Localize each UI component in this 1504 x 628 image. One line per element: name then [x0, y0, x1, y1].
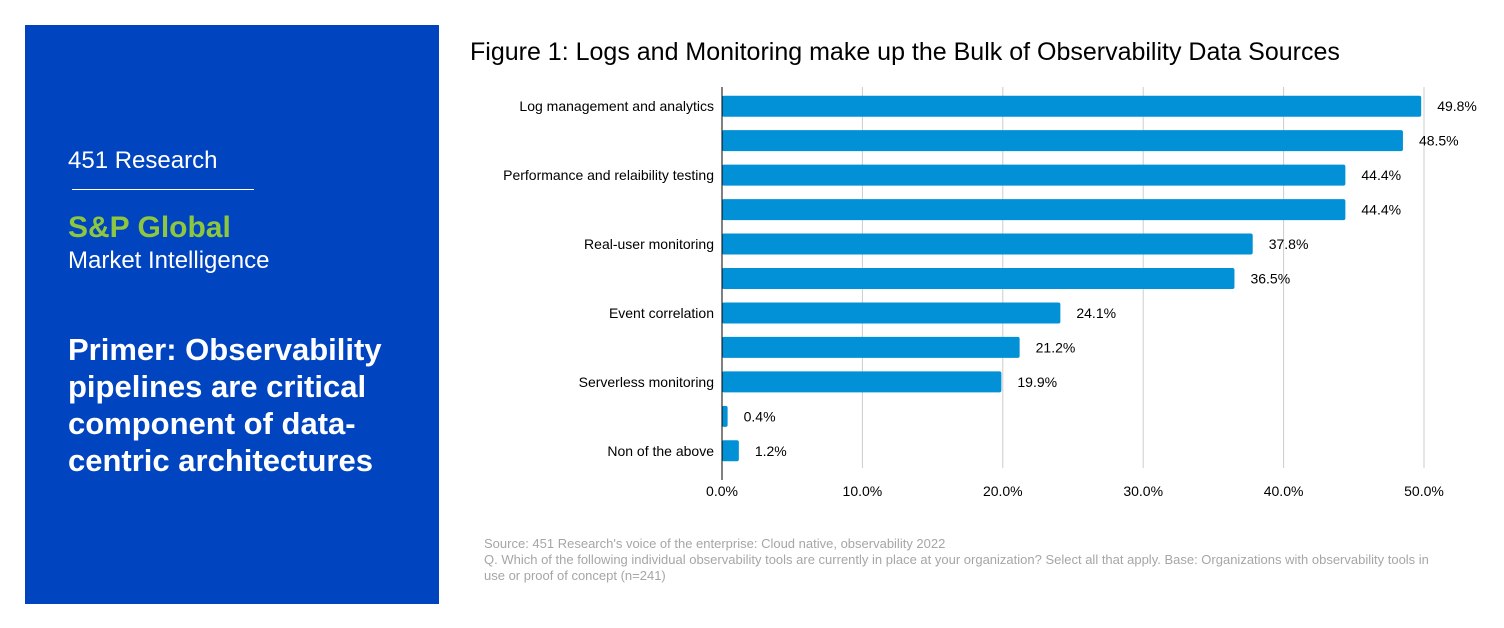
- bar: [722, 199, 1346, 221]
- sidebar-panel: 451 Research S&P Global Market Intellige…: [25, 25, 439, 604]
- data-label: 0.4%: [744, 408, 776, 424]
- x-tick-label: 10.0%: [843, 483, 883, 499]
- category-label: Log management and analytics: [519, 98, 714, 114]
- data-label: 44.4%: [1361, 167, 1401, 183]
- bar: [722, 233, 1253, 255]
- data-label: 37.8%: [1269, 236, 1309, 252]
- category-label: Performance and relaibility testing: [503, 167, 714, 183]
- bar: [722, 268, 1235, 289]
- bar: [722, 371, 1002, 393]
- source-note: Source: 451 Research's voice of the ente…: [484, 536, 946, 551]
- bar: [722, 95, 1422, 117]
- data-label: 19.9%: [1017, 374, 1057, 390]
- chart-title: Figure 1: Logs and Monitoring make up th…: [470, 38, 1340, 66]
- x-tick-label: 20.0%: [983, 483, 1023, 499]
- brand-divider: [72, 189, 254, 190]
- category-label: Non of the above: [607, 443, 714, 459]
- category-label: Serverless monitoring: [579, 374, 714, 390]
- brand-451-research: 451 Research: [68, 147, 218, 174]
- bar: [722, 130, 1403, 152]
- data-label: 24.1%: [1076, 305, 1116, 321]
- data-label: 49.8%: [1437, 98, 1477, 114]
- data-label: 36.5%: [1250, 271, 1290, 287]
- data-label: 1.2%: [755, 443, 787, 459]
- data-label: 44.4%: [1361, 202, 1401, 218]
- category-label: Real-user monitoring: [584, 236, 714, 252]
- data-label: 48.5%: [1419, 133, 1459, 149]
- bar: [722, 405, 728, 427]
- bar: [722, 164, 1346, 186]
- bar: [722, 302, 1061, 324]
- brand-market-intelligence: Market Intelligence: [68, 247, 270, 274]
- bar: [722, 440, 739, 462]
- x-tick-label: 30.0%: [1123, 483, 1163, 499]
- x-tick-label: 40.0%: [1264, 483, 1304, 499]
- chart-notes: Source: 451 Research's voice of the ente…: [484, 536, 1444, 584]
- bar: [722, 336, 1020, 358]
- question-note: Q. Which of the following individual obs…: [484, 552, 1429, 583]
- brand-sp-global: S&P Global: [68, 211, 231, 244]
- data-label: 21.2%: [1036, 339, 1076, 355]
- x-tick-label: 0.0%: [706, 483, 738, 499]
- category-label: Event correlation: [609, 305, 714, 321]
- x-tick-label: 50.0%: [1404, 483, 1444, 499]
- primer-heading: Primer: Observability pipelines are crit…: [68, 332, 382, 478]
